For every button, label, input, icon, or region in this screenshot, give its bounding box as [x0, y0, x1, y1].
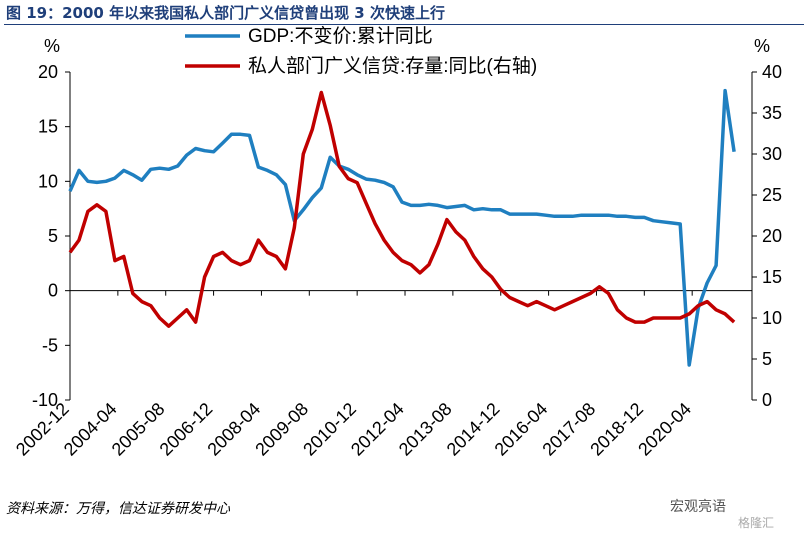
- y-right-tick-label: 35: [762, 103, 782, 123]
- y-right-tick-label: 15: [762, 267, 782, 287]
- y-right-tick-label: 25: [762, 185, 782, 205]
- y-left-tick-label: 20: [38, 62, 58, 82]
- chart-series: [68, 88, 736, 367]
- y-right-tick-label: 40: [762, 62, 782, 82]
- watermark-subtext: 格隆汇: [738, 516, 775, 530]
- series-gdp-line: [68, 88, 736, 367]
- y-right-tick-label: 20: [762, 226, 782, 246]
- series-private-credit-line: [68, 90, 736, 328]
- y-left-tick-label: 5: [48, 226, 58, 246]
- y-left-tick-label: -10: [32, 390, 58, 410]
- x-tick-label: 2020-04: [634, 399, 695, 460]
- legend-label-private-credit: 私人部门广义信贷:存量:同比(右轴): [248, 55, 537, 77]
- y-left-tick-label: 0: [48, 281, 58, 301]
- y-left-unit: %: [44, 36, 60, 56]
- y-left-tick-label: 15: [38, 117, 58, 137]
- y-right-tick-label: 5: [762, 349, 772, 369]
- y-right-tick-label: 30: [762, 144, 782, 164]
- y-right-tick-label: 0: [762, 390, 772, 410]
- legend-label-gdp: GDP:不变价:累计同比: [248, 25, 433, 47]
- y-left-tick-label: 10: [38, 171, 58, 191]
- y-right-tick-label: 10: [762, 308, 782, 328]
- watermark-text: 宏观亮语: [670, 499, 726, 515]
- title-underline: [4, 24, 804, 25]
- y-left-tick-label: -5: [42, 335, 58, 355]
- source-note: 资料来源：万得，信达证券研发中心: [6, 501, 230, 517]
- figure-title: 图 19：2000 年以来我国私人部门广义信贷曾出现 3 次快速上行: [6, 4, 445, 22]
- y-right-unit: %: [754, 36, 770, 56]
